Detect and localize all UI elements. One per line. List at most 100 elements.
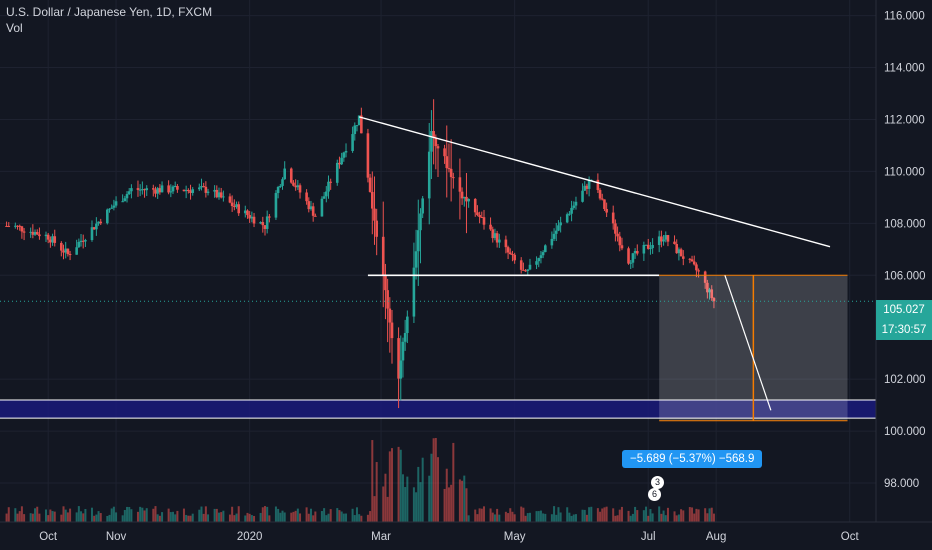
volume-bar <box>443 488 446 522</box>
candle-body <box>53 236 57 243</box>
volume-bar <box>279 512 282 522</box>
time-tick-label: Nov <box>106 531 127 543</box>
candle-body <box>141 189 144 191</box>
volume-bar <box>336 508 339 522</box>
volume-bar <box>599 511 602 522</box>
candle-body <box>664 235 668 240</box>
volume-bar <box>235 513 238 522</box>
chart-legend: U.S. Dollar / Japanese Yen, 1D, FXCM Vol <box>6 4 212 36</box>
volume-bar <box>294 510 297 522</box>
volume-bar <box>574 514 577 522</box>
volume-bar <box>537 511 540 522</box>
price-tick-label: 100.000 <box>884 426 926 438</box>
volume-bar <box>504 511 507 522</box>
volume-bar <box>246 512 249 522</box>
candle-body <box>414 251 418 268</box>
volume-bar <box>391 448 394 522</box>
candle-body <box>600 198 604 200</box>
volume-bar <box>675 515 678 522</box>
volume-bar <box>191 513 194 522</box>
volume-bar <box>620 506 623 522</box>
candle-body <box>353 125 357 135</box>
candle-body <box>688 258 692 260</box>
candle-body <box>276 186 280 194</box>
candle-body <box>289 168 293 183</box>
bar-countdown-tag: 17:30:57 <box>876 320 932 340</box>
candle-body <box>206 191 210 193</box>
volume-bar <box>189 515 192 522</box>
volume-bar <box>386 496 389 522</box>
volume-bar <box>704 508 707 522</box>
candle-body <box>222 196 225 198</box>
candle-body <box>35 232 39 235</box>
candle-body <box>46 234 50 240</box>
candle-body <box>508 252 512 255</box>
event-count-3: 3 <box>654 477 660 487</box>
volume-bar <box>222 510 225 522</box>
candle-body <box>642 245 646 254</box>
symbol-row[interactable]: U.S. Dollar / Japanese Yen, 1D, FXCM <box>6 4 212 20</box>
candle-body <box>68 254 72 256</box>
candle-body <box>351 134 354 151</box>
candle-body <box>197 187 201 190</box>
volume-bar <box>18 511 21 522</box>
volume-bar <box>557 507 560 522</box>
volume-bar <box>60 514 63 522</box>
volume-bar <box>710 507 713 522</box>
candle-body <box>388 308 392 323</box>
candle-body <box>99 221 103 224</box>
volume-bar <box>695 508 698 522</box>
volume-bar <box>590 506 593 522</box>
volume-indicator-row[interactable]: Vol <box>6 20 212 36</box>
candle-body <box>458 177 462 192</box>
event-badge-us-flag[interactable]: 6 <box>648 488 661 501</box>
candle-body <box>519 260 523 270</box>
volume-bar <box>115 512 118 522</box>
volume-bar <box>263 506 266 522</box>
volume-bar <box>309 508 312 522</box>
volume-bar <box>572 514 575 522</box>
time-tick-label: May <box>504 531 526 543</box>
volume-bar <box>182 508 185 522</box>
volume-bar <box>62 506 65 522</box>
volume-bar <box>467 515 470 522</box>
volume-bar <box>174 514 177 522</box>
candle-body <box>314 215 317 217</box>
volume-bar <box>417 466 420 522</box>
volume-bar <box>474 509 477 522</box>
candle-body <box>679 249 683 257</box>
volume-bar <box>399 449 402 522</box>
candle-body <box>568 213 571 215</box>
candle-body <box>342 152 346 158</box>
candle-body <box>322 196 326 199</box>
volume-bar <box>82 513 85 522</box>
candle-body <box>651 244 654 249</box>
candle-body <box>629 262 633 264</box>
volume-bar <box>53 511 56 522</box>
candle-body <box>366 133 370 178</box>
candle-body <box>110 207 113 209</box>
candle-body <box>489 224 492 230</box>
candle-body <box>491 229 495 239</box>
event-badge-earnings[interactable]: 3 <box>651 476 664 489</box>
volume-bar <box>612 508 615 522</box>
candle-body <box>662 239 665 242</box>
volume-bar <box>373 496 376 522</box>
candle-body <box>329 181 332 183</box>
volume-bar <box>706 513 709 522</box>
measure-label-text: −5.689 (−5.37%) −568.9 <box>630 453 755 465</box>
measure-label[interactable]: −5.689 (−5.37%) −568.9 <box>622 450 763 468</box>
candle-body <box>498 239 501 243</box>
volume-bar <box>476 514 479 522</box>
volume-bar <box>307 513 310 522</box>
candle-body <box>434 137 438 147</box>
volume-bar <box>231 506 234 522</box>
volume-bar <box>259 512 262 522</box>
volume-bar <box>244 515 247 522</box>
target-zone <box>0 399 876 419</box>
last-price-tag: 105.027 <box>876 300 932 320</box>
candle-body <box>230 202 234 207</box>
candle-body <box>603 199 606 209</box>
